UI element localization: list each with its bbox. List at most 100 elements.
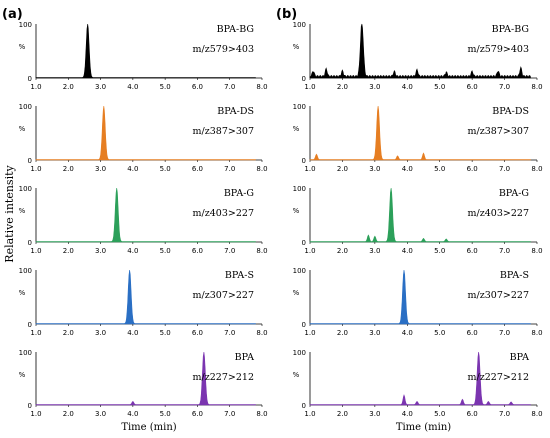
y-unit-label: % xyxy=(19,371,26,379)
x-tick-label: 5.0 xyxy=(434,247,445,255)
y-tick-label: 100 xyxy=(19,349,32,357)
x-tick-label: 3.0 xyxy=(95,83,106,91)
x-tick-label: 7.0 xyxy=(499,165,510,173)
x-tick-label: 8.0 xyxy=(256,247,267,255)
x-tick-label: 1.0 xyxy=(304,410,315,418)
x-tick-label: 1.0 xyxy=(304,165,315,173)
x-tick-label: 6.0 xyxy=(467,165,478,173)
transition-label: m/z403>227 xyxy=(468,208,529,219)
analyte-label: BPA xyxy=(235,352,255,363)
x-tick-label: 8.0 xyxy=(531,247,542,255)
x-tick-label: 7.0 xyxy=(224,329,235,337)
y-unit-label: % xyxy=(19,125,26,133)
x-tick-label: 3.0 xyxy=(95,410,106,418)
x-tick-label: 8.0 xyxy=(256,329,267,337)
x-tick-label: 6.0 xyxy=(192,247,203,255)
x-tick-label: 4.0 xyxy=(127,83,138,91)
x-tick-label: 3.0 xyxy=(95,165,106,173)
y-tick-label: 0 xyxy=(302,75,306,83)
analyte-label: BPA-S xyxy=(500,270,529,281)
plot-bpa-ds: 100 0% 1.0 2.0 3.0 4.0 5.0 6.0 7.0 8.0 BPA-DS m/z38… xyxy=(293,103,543,173)
x-tick-label: 5.0 xyxy=(160,83,171,91)
plot-bpa-bg: 100 0% 1.0 2.0 3.0 4.0 5.0 6.0 7.0 8.0 BPA-BG m/z57… xyxy=(293,21,543,91)
trace-bpa-ds xyxy=(309,105,531,161)
x-tick-label: 7.0 xyxy=(499,329,510,337)
y-tick-label: 100 xyxy=(19,267,32,275)
x-tick-label: 4.0 xyxy=(127,410,138,418)
y-tick-label: 0 xyxy=(302,239,306,247)
plot-bpa: 100 0% 1.0 2.0 3.0 4.0 5.0 6.0 7.0 8.0 BPA m/z227>2… xyxy=(293,349,543,418)
x-tick-label: 1.0 xyxy=(304,83,315,91)
x-tick-label: 6.0 xyxy=(192,165,203,173)
x-tick-label: 3.0 xyxy=(369,83,380,91)
transition-label: m/z387>307 xyxy=(193,126,254,137)
x-tick-label: 5.0 xyxy=(434,83,445,91)
x-tick-label: 5.0 xyxy=(160,247,171,255)
transition-label: m/z227>212 xyxy=(193,372,254,383)
x-tick-label: 3.0 xyxy=(95,329,106,337)
x-tick-label: 3.0 xyxy=(95,247,106,255)
x-tick-label: 5.0 xyxy=(434,329,445,337)
trace-bpa-s xyxy=(35,269,256,325)
trace-bpa-g xyxy=(35,187,256,243)
y-tick-label: 0 xyxy=(28,321,32,329)
x-tick-label: 6.0 xyxy=(467,247,478,255)
x-tick-label: 1.0 xyxy=(30,410,41,418)
x-tick-label: 2.0 xyxy=(337,165,348,173)
y-axis-label: Relative intensity xyxy=(3,164,16,262)
x-tick-label: 7.0 xyxy=(499,83,510,91)
x-tick-label: 1.0 xyxy=(30,83,41,91)
plot-bpa-s: 100 0% 1.0 2.0 3.0 4.0 5.0 6.0 7.0 8.0 BPA-S m/z307… xyxy=(293,267,543,337)
x-tick-label: 2.0 xyxy=(337,83,348,91)
x-tick-label: 3.0 xyxy=(369,247,380,255)
analyte-label: BPA-G xyxy=(499,188,529,199)
x-tick-label: 7.0 xyxy=(499,247,510,255)
x-tick-label: 3.0 xyxy=(369,410,380,418)
y-tick-label: 0 xyxy=(28,157,32,165)
x-tick-label: 4.0 xyxy=(402,329,413,337)
x-tick-label: 5.0 xyxy=(434,165,445,173)
x-axis-label: Time (min) xyxy=(121,422,176,433)
x-tick-label: 1.0 xyxy=(30,165,41,173)
transition-label: m/z403>227 xyxy=(193,208,254,219)
x-tick-label: 6.0 xyxy=(467,410,478,418)
x-axis-label: Time (min) xyxy=(396,422,451,433)
x-tick-label: 4.0 xyxy=(402,247,413,255)
x-tick-label: 8.0 xyxy=(531,83,542,91)
y-tick-label: 100 xyxy=(293,185,306,193)
y-tick-label: 100 xyxy=(293,21,306,29)
x-tick-label: 5.0 xyxy=(160,410,171,418)
y-tick-label: 100 xyxy=(19,21,32,29)
y-unit-label: % xyxy=(19,207,26,215)
y-unit-label: % xyxy=(19,43,26,51)
y-tick-label: 100 xyxy=(293,349,306,357)
plot-bpa-s: 100 0% 1.0 2.0 3.0 4.0 5.0 6.0 7.0 8.0 BPA-S m/z307… xyxy=(19,267,268,337)
x-tick-label: 2.0 xyxy=(63,165,74,173)
x-tick-label: 8.0 xyxy=(256,83,267,91)
x-tick-label: 1.0 xyxy=(30,247,41,255)
analyte-label: BPA xyxy=(510,352,530,363)
y-tick-label: 100 xyxy=(293,267,306,275)
analyte-label: BPA-S xyxy=(225,270,254,281)
x-tick-label: 6.0 xyxy=(192,410,203,418)
x-tick-label: 8.0 xyxy=(531,165,542,173)
y-unit-label: % xyxy=(293,371,300,379)
trace-bpa-bg xyxy=(309,23,531,79)
x-tick-label: 3.0 xyxy=(369,329,380,337)
x-tick-label: 2.0 xyxy=(63,410,74,418)
x-tick-label: 8.0 xyxy=(256,410,267,418)
analyte-label: BPA-BG xyxy=(492,24,529,35)
x-tick-label: 4.0 xyxy=(402,410,413,418)
y-tick-label: 100 xyxy=(19,185,32,193)
trace-bpa xyxy=(309,351,531,406)
x-tick-label: 6.0 xyxy=(467,329,478,337)
x-tick-label: 7.0 xyxy=(224,165,235,173)
y-tick-label: 0 xyxy=(28,75,32,83)
trace-bpa-bg xyxy=(35,23,256,79)
y-unit-label: % xyxy=(293,125,300,133)
analyte-label: BPA-DS xyxy=(217,106,254,117)
x-tick-label: 4.0 xyxy=(127,329,138,337)
x-tick-label: 5.0 xyxy=(160,165,171,173)
x-tick-label: 2.0 xyxy=(337,329,348,337)
